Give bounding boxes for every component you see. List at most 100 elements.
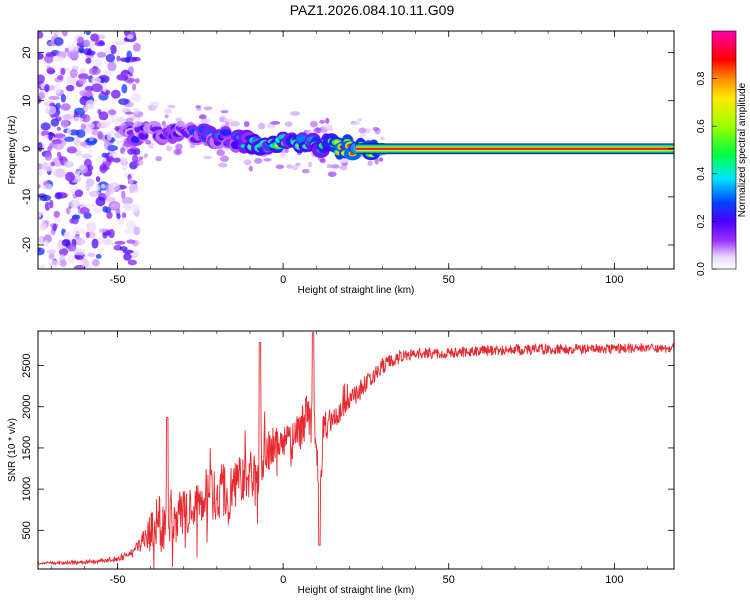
bottom-y-axis: 500 1000 1500 2000 2500: [21, 353, 674, 539]
spectrogram-noise-cell: [95, 156, 107, 163]
spectrogram-halo-cell: [295, 162, 301, 166]
spectrogram-noise-cell: [106, 156, 115, 163]
top-x-tick-label: 100: [605, 274, 623, 286]
bottom-y-tick-label: 2000: [21, 395, 33, 419]
spectrogram-halo-cell: [323, 124, 333, 131]
spectrogram-noise-cell: [85, 57, 92, 64]
spectrogram-halo-cell: [203, 106, 213, 111]
spectrogram-noise-cell: [91, 238, 99, 249]
spectrogram-noise-cell: [116, 213, 121, 220]
spectrogram-noise-cell: [50, 118, 60, 127]
colorbar-tick-label: 0.4: [696, 166, 707, 180]
spectrogram-noise-cell: [94, 34, 100, 44]
spectrogram-noise-cell: [123, 203, 132, 212]
spectrogram-noise-cell: [119, 246, 128, 252]
spectrogram-noise-cell: [38, 74, 45, 84]
spectrogram-halo-cell: [357, 118, 363, 122]
spectrogram-noise-cell: [97, 40, 105, 46]
spectrogram-noise-cell: [85, 50, 96, 56]
spectrogram-noise-cell: [87, 252, 96, 258]
spectrogram-noise-cell: [62, 31, 68, 37]
bottom-x-tick-label: -50: [110, 574, 126, 586]
top-y-tick-label: 10: [21, 95, 33, 107]
spectrogram-halo-cell: [138, 159, 144, 166]
spectrogram-noise-cell: [73, 248, 86, 256]
spectrogram-noise-cell: [121, 190, 126, 200]
spectrogram-noise-cell: [91, 57, 103, 68]
spectrogram-noise-cell: [48, 260, 61, 267]
spectrogram-noise-cell: [106, 211, 113, 219]
spectrogram-noise-cell: [50, 161, 56, 167]
spectrogram-noise-cell: [91, 83, 103, 93]
spectrogram-noise-cell: [131, 93, 142, 103]
spectrogram-noise-cell: [63, 230, 71, 240]
chart-title: PAZ1.2026.084.10.11.G09: [290, 2, 455, 18]
spectrogram-noise-cell: [66, 128, 72, 136]
spectrogram-halo-cell: [339, 165, 348, 171]
spectrogram-noise-cell: [52, 56, 65, 63]
spectrogram-halo-cell: [270, 121, 281, 125]
spectrogram-noise-cell: [81, 114, 91, 123]
spectrogram-noise-cell: [88, 67, 101, 76]
spectrogram-halo-cell: [279, 153, 287, 158]
spectrogram-noise-cell: [108, 109, 117, 116]
spectrogram-halo-cell: [319, 158, 326, 164]
spectrogram-noise-cell: [42, 181, 49, 186]
spectrogram-band-mid: [130, 136, 140, 144]
spectrogram-noise-cell: [60, 193, 68, 198]
spectrogram-halo-cell: [203, 155, 213, 160]
spectrogram-noise-cell: [127, 259, 138, 266]
spectrogram-halo-cell: [319, 119, 326, 124]
spectrogram-halo-cell: [218, 162, 228, 168]
spectrogram-noise-cell: [134, 77, 140, 84]
spectrogram-noise-cell: [100, 184, 106, 189]
spectrogram-noise-cell: [128, 184, 140, 194]
spectrogram-noise-cell: [101, 120, 112, 128]
spectrogram-noise-cell: [105, 53, 116, 63]
spectrogram-halo-cell: [326, 164, 333, 169]
spectrogram-noise-cell: [126, 34, 134, 40]
spectrogram-noise-cell: [87, 122, 95, 129]
top-y-tick-label: 0: [21, 146, 33, 152]
spectrogram-noise-cell: [45, 51, 57, 57]
bottom-x-axis-label: Height of straight line (km): [298, 585, 415, 596]
spectrogram-noise-cell: [85, 231, 90, 239]
spectrogram-noise-cell: [54, 168, 66, 178]
spectrogram-noise-cell: [95, 196, 106, 207]
colorbar-ticks: 0.0 0.2 0.4 0.6 0.8: [696, 71, 717, 276]
spectrogram-noise-cell: [43, 240, 49, 248]
spectrogram-halo-cell: [143, 153, 149, 158]
spectrogram-noise-cell: [44, 152, 52, 161]
spectrogram-noise-cell: [77, 36, 85, 45]
spectrogram-noise-cell: [39, 222, 47, 231]
spectrogram-noise-cell: [93, 207, 104, 213]
spectrogram-noise-cell: [54, 192, 63, 200]
spectrogram-noise-cell: [102, 82, 108, 93]
spectrogram-noise-cell: [74, 189, 84, 198]
spectrogram-noise-cell: [67, 243, 77, 252]
spectrogram-halo-cell: [351, 120, 360, 126]
spectrogram-noise-cell: [85, 99, 95, 110]
spectrogram-halo-cell: [175, 117, 182, 122]
spectrogram-halo-cell: [173, 148, 183, 156]
spectrogram-noise-cell: [110, 89, 121, 99]
spectrogram-noise-cell: [38, 236, 44, 245]
spectrogram-noise-cell: [124, 228, 134, 235]
spectrogram-noise-cell: [98, 228, 107, 233]
top-y-axis-label: Frequency (Hz): [7, 116, 18, 185]
spectrogram-halo-cell: [164, 114, 169, 119]
spectrogram-noise-cell: [74, 237, 86, 246]
colorbar-label: Normalized spectral amplitude: [737, 82, 748, 217]
spectrogram-halo-cell: [125, 117, 133, 123]
spectrogram-noise-cell: [60, 67, 66, 76]
spectrogram-halo-cell: [286, 164, 293, 169]
spectrogram-noise-cell: [40, 122, 51, 131]
spectrogram-noise-cell: [53, 37, 64, 46]
spectrogram-halo-cell: [145, 139, 151, 145]
spectrogram-noise-cell: [81, 258, 90, 268]
spectrogram-noise-cell: [46, 67, 56, 75]
spectrogram-noise-cell: [68, 199, 81, 209]
spectrogram-noise-cell: [76, 129, 86, 138]
spectrogram-noise-cell: [109, 44, 117, 55]
spectrogram-noise-cell: [106, 132, 112, 141]
